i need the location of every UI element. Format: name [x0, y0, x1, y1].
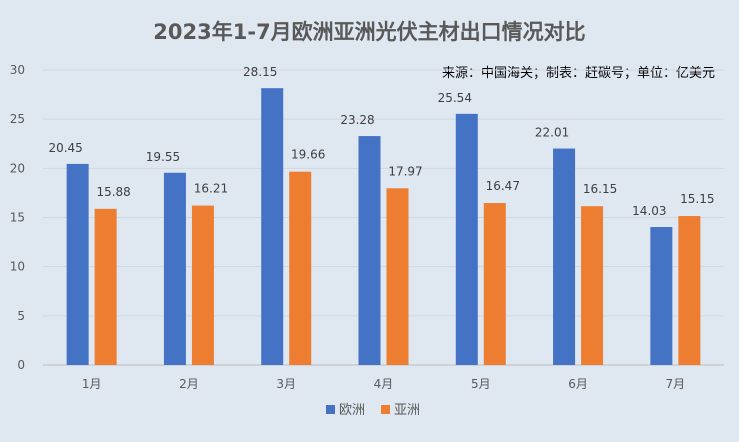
- bar: [553, 148, 576, 365]
- legend-label: 亚洲: [394, 403, 420, 418]
- legend-label: 欧洲: [339, 403, 365, 418]
- data-label: 28.15: [243, 65, 277, 79]
- data-label: 16.21: [194, 182, 228, 196]
- bar: [358, 136, 381, 365]
- bar: [650, 227, 673, 365]
- bar: [289, 171, 312, 365]
- bar: [94, 208, 117, 365]
- x-tick-label: 7月: [666, 377, 686, 391]
- legend-swatch: [381, 405, 390, 414]
- bar: [66, 163, 89, 365]
- bar: [191, 205, 214, 365]
- chart-title: 2023年1-7月欧洲亚洲光伏主材出口情况对比: [153, 20, 586, 44]
- y-tick-label: 5: [17, 309, 25, 323]
- data-label: 16.15: [583, 182, 617, 196]
- data-label: 14.03: [632, 204, 666, 218]
- x-tick-label: 4月: [374, 377, 394, 391]
- bar: [483, 203, 506, 365]
- x-tick-label: 2月: [179, 377, 199, 391]
- y-tick-label: 25: [10, 112, 25, 126]
- y-tick-label: 30: [10, 63, 25, 77]
- data-label: 15.88: [96, 185, 130, 199]
- y-tick-label: 10: [10, 260, 25, 274]
- y-tick-label: 0: [17, 358, 25, 372]
- x-tick-label: 5月: [471, 377, 491, 391]
- data-label: 16.47: [486, 179, 520, 193]
- data-label: 25.54: [438, 91, 472, 105]
- y-tick-label: 20: [10, 161, 25, 175]
- data-label: 20.45: [48, 141, 82, 155]
- x-tick-label: 1月: [82, 377, 102, 391]
- bar: [455, 113, 478, 366]
- bar: [678, 216, 701, 365]
- data-label: 15.15: [680, 192, 714, 206]
- data-label: 17.97: [388, 164, 422, 178]
- data-label: 23.28: [340, 113, 374, 127]
- bar: [386, 188, 409, 365]
- data-label: 19.55: [146, 150, 180, 164]
- bar: [163, 172, 186, 365]
- bar: [261, 88, 284, 366]
- x-tick-label: 3月: [276, 377, 296, 391]
- data-label: 22.01: [535, 126, 569, 140]
- x-tick-label: 6月: [568, 377, 588, 391]
- bar: [581, 206, 604, 365]
- legend-swatch: [326, 405, 335, 414]
- y-tick-label: 15: [10, 211, 25, 225]
- data-label: 19.66: [291, 148, 325, 162]
